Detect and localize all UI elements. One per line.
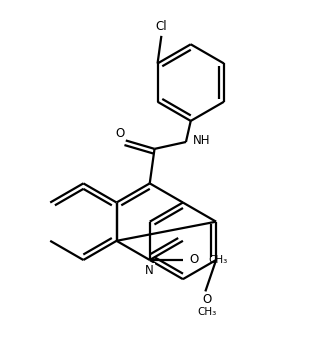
Text: O: O xyxy=(116,126,125,140)
Text: CH₃: CH₃ xyxy=(198,307,217,317)
Text: NH: NH xyxy=(193,134,210,147)
Text: O: O xyxy=(203,293,212,306)
Text: CH₃: CH₃ xyxy=(208,255,228,265)
Text: N: N xyxy=(145,264,154,277)
Text: O: O xyxy=(189,254,198,266)
Text: Cl: Cl xyxy=(156,20,167,33)
